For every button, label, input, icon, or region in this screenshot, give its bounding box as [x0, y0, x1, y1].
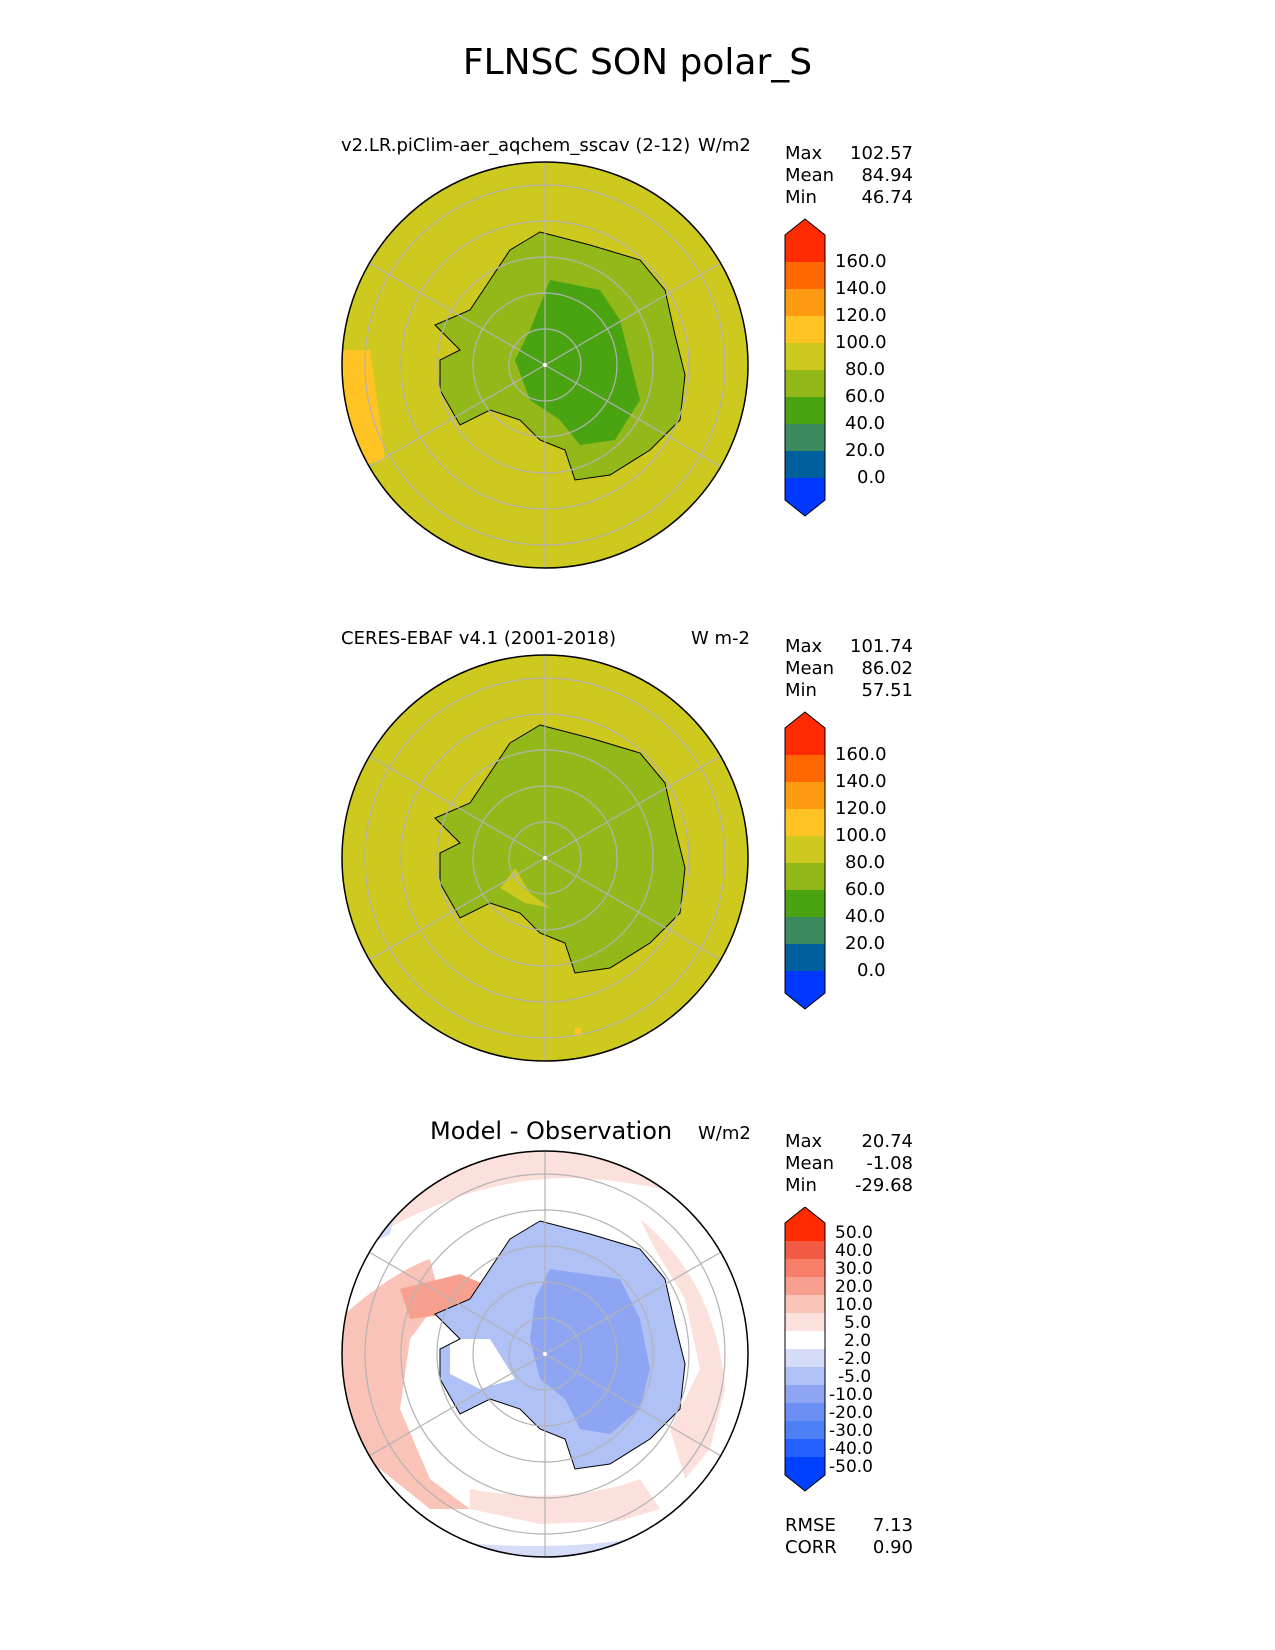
panel-2-title: CERES-EBAF v4.1 (2001-2018)	[341, 628, 617, 649]
cbar3-tick: -2.0	[838, 1349, 872, 1369]
cbar3-tick: 10.0	[835, 1295, 873, 1315]
coastline	[434, 724, 686, 974]
ice-shelf-neutral	[450, 1339, 515, 1389]
min-value: 57.51	[861, 680, 913, 701]
cbar3-tick: 5.0	[844, 1313, 872, 1333]
cbar2-tick: 120.0	[835, 798, 887, 819]
panel-3-units: W/m2	[698, 1123, 751, 1144]
cbar3-tick: 20.0	[835, 1277, 873, 1297]
mean-value: -1.08	[866, 1153, 913, 1174]
max-value: 20.74	[861, 1131, 913, 1152]
cbar1-tick: 160.0	[835, 251, 887, 272]
cbar2-tick: 60.0	[845, 879, 886, 900]
max-value: 101.74	[850, 636, 913, 657]
max-value: 102.57	[850, 143, 913, 164]
cbar2-tick: 140.0	[835, 771, 887, 792]
panel-2-polar-map	[341, 654, 749, 1062]
panel-1-polar-map	[341, 161, 749, 569]
panel-3-title: Model - Observation	[430, 1117, 673, 1145]
cbar3-tick: -30.0	[829, 1421, 873, 1441]
max-label: Max	[785, 1131, 823, 1152]
cbar3-tick: -5.0	[838, 1367, 872, 1387]
cbar3-tick: -20.0	[829, 1403, 873, 1423]
rmse-value: 7.13	[872, 1515, 913, 1536]
cbar2-tick: 80.0	[845, 852, 886, 873]
corr-value: 0.90	[872, 1537, 913, 1558]
antarctica-plateau	[515, 280, 640, 445]
cbar1-tick: 40.0	[845, 413, 886, 434]
max-label: Max	[785, 636, 823, 657]
positive-bias-band	[470, 1479, 660, 1524]
panel-3-stats: Max 20.74 Mean -1.08 Min -29.68	[785, 1131, 913, 1197]
figure-title: FLNSC SON polar_S	[462, 42, 813, 83]
cbar2-tick: 160.0	[835, 744, 887, 765]
mean-label: Mean	[785, 658, 835, 679]
panel-3-metrics: RMSE 7.13 CORR 0.90	[785, 1515, 913, 1559]
corr-label: CORR	[785, 1537, 837, 1558]
graticule	[364, 162, 726, 568]
cbar3-tick: -50.0	[829, 1457, 873, 1477]
panel-3-colorbar	[784, 1207, 826, 1492]
graticule	[364, 1151, 726, 1557]
panel-1-colorbar	[784, 218, 826, 517]
min-label: Min	[785, 680, 817, 701]
panel-1-stats: Max 102.57 Mean 84.94 Min 46.74	[785, 143, 913, 209]
mean-label: Mean	[785, 1153, 835, 1174]
coastline	[434, 231, 686, 481]
panel-1-title: v2.LR.piClim-aer_aqchem_sscav (2-12)	[341, 135, 691, 156]
cbar3-tick: 50.0	[835, 1223, 873, 1243]
cbar3-tick: -40.0	[829, 1439, 873, 1459]
cbar1-tick: 60.0	[845, 386, 886, 407]
min-label: Min	[785, 1175, 817, 1196]
cbar1-tick: 140.0	[835, 278, 887, 299]
cbar1-tick: 80.0	[845, 359, 886, 380]
rmse-label: RMSE	[785, 1515, 836, 1536]
strong-positive-bias	[400, 1274, 495, 1319]
cbar1-tick: 120.0	[835, 305, 887, 326]
min-value: 46.74	[861, 187, 913, 208]
mean-label: Mean	[785, 165, 835, 186]
max-label: Max	[785, 143, 823, 164]
graticule	[364, 655, 726, 1061]
cbar2-tick: 0.0	[857, 960, 886, 981]
cbar1-tick: 100.0	[835, 332, 887, 353]
mean-value: 84.94	[861, 165, 913, 186]
min-value: -29.68	[854, 1175, 913, 1196]
warm-spot	[575, 1028, 581, 1036]
cbar2-tick: 20.0	[845, 933, 886, 954]
cbar3-tick: 30.0	[835, 1259, 873, 1279]
min-label: Min	[785, 187, 817, 208]
panel-2-stats: Max 101.74 Mean 86.02 Min 57.51	[785, 636, 913, 702]
coastline	[434, 1220, 686, 1470]
panel-2-units: W m-2	[691, 628, 751, 649]
positive-bias-band	[640, 1219, 725, 1479]
cbar1-tick: 0.0	[857, 467, 886, 488]
positive-bias-band	[342, 1259, 470, 1509]
cbar3-tick: 2.0	[844, 1331, 872, 1351]
cbar3-tick: -10.0	[829, 1385, 873, 1405]
mean-value: 86.02	[861, 658, 913, 679]
cbar1-tick: 20.0	[845, 440, 886, 461]
panel-3-polar-map	[341, 1150, 749, 1558]
cbar2-tick: 100.0	[835, 825, 887, 846]
cbar3-tick: 40.0	[835, 1241, 873, 1261]
panel-1-units: W/m2	[698, 135, 751, 156]
panel-2-colorbar	[784, 711, 826, 1010]
cbar2-tick: 40.0	[845, 906, 886, 927]
